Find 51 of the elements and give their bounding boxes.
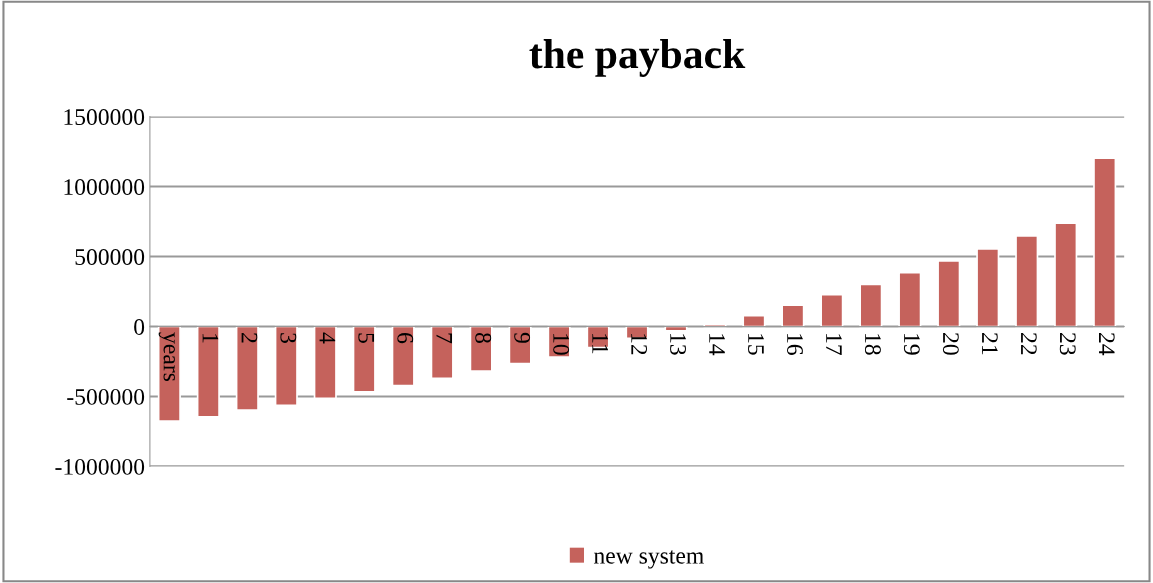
x-tick-label: years: [158, 332, 175, 381]
bar: [430, 325, 454, 380]
bar: [274, 325, 298, 407]
x-tick-label: 22: [1021, 333, 1037, 355]
bar: [508, 325, 532, 365]
x-tick-label: 15: [748, 334, 764, 355]
x-tick-label: 10: [553, 334, 570, 355]
x-tick-label: 16: [787, 334, 803, 355]
x-tick-label: 17: [826, 334, 842, 355]
y-tick-label: 500000: [75, 249, 145, 265]
legend-label: new system: [593, 550, 704, 569]
x-tick-label: 11: [592, 334, 608, 354]
bar: [391, 325, 415, 387]
bar: [1054, 222, 1078, 328]
y-tick-label: 0: [134, 318, 145, 335]
x-tick-label: 12: [631, 334, 647, 355]
bar: [235, 325, 259, 411]
x-tick-label: 23: [1059, 333, 1076, 355]
bar: [976, 248, 1000, 328]
bar: [352, 325, 376, 393]
bar: [313, 325, 337, 400]
x-tick-label: 20: [942, 333, 959, 355]
x-tick-label: 18: [864, 334, 881, 355]
y-tick-label: 1500000: [64, 109, 145, 126]
chart-title: the payback: [529, 39, 746, 77]
x-tick-label: 5: [358, 333, 375, 343]
x-tick-label: 24: [1099, 333, 1115, 356]
x-tick-label: 9: [514, 332, 531, 343]
x-tick-label: 2: [241, 333, 258, 343]
x-tick-label: 7: [436, 333, 452, 344]
y-tick-label: 1000000: [64, 179, 145, 195]
y-tick-label: -500000: [67, 388, 145, 405]
x-tick-label: 3: [280, 333, 297, 343]
bar: [937, 260, 961, 328]
x-tick-label: 6: [397, 333, 414, 344]
bar: [469, 325, 493, 372]
bar: [820, 293, 844, 328]
bar: [859, 283, 883, 328]
x-tick-label: 1: [202, 334, 219, 343]
y-tick-label: -1000000: [55, 458, 145, 475]
bar: [196, 325, 220, 418]
x-tick-label: 21: [982, 333, 998, 355]
bar: [1093, 157, 1117, 328]
x-tick-label: 8: [475, 332, 492, 343]
bar: [781, 304, 805, 328]
x-tick-label: 13: [670, 334, 686, 355]
bar: [1015, 235, 1039, 328]
bar: [898, 271, 922, 328]
x-tick-label: 19: [903, 334, 920, 355]
x-tick-label: 4: [319, 332, 336, 344]
x-tick-label: 14: [709, 334, 725, 356]
